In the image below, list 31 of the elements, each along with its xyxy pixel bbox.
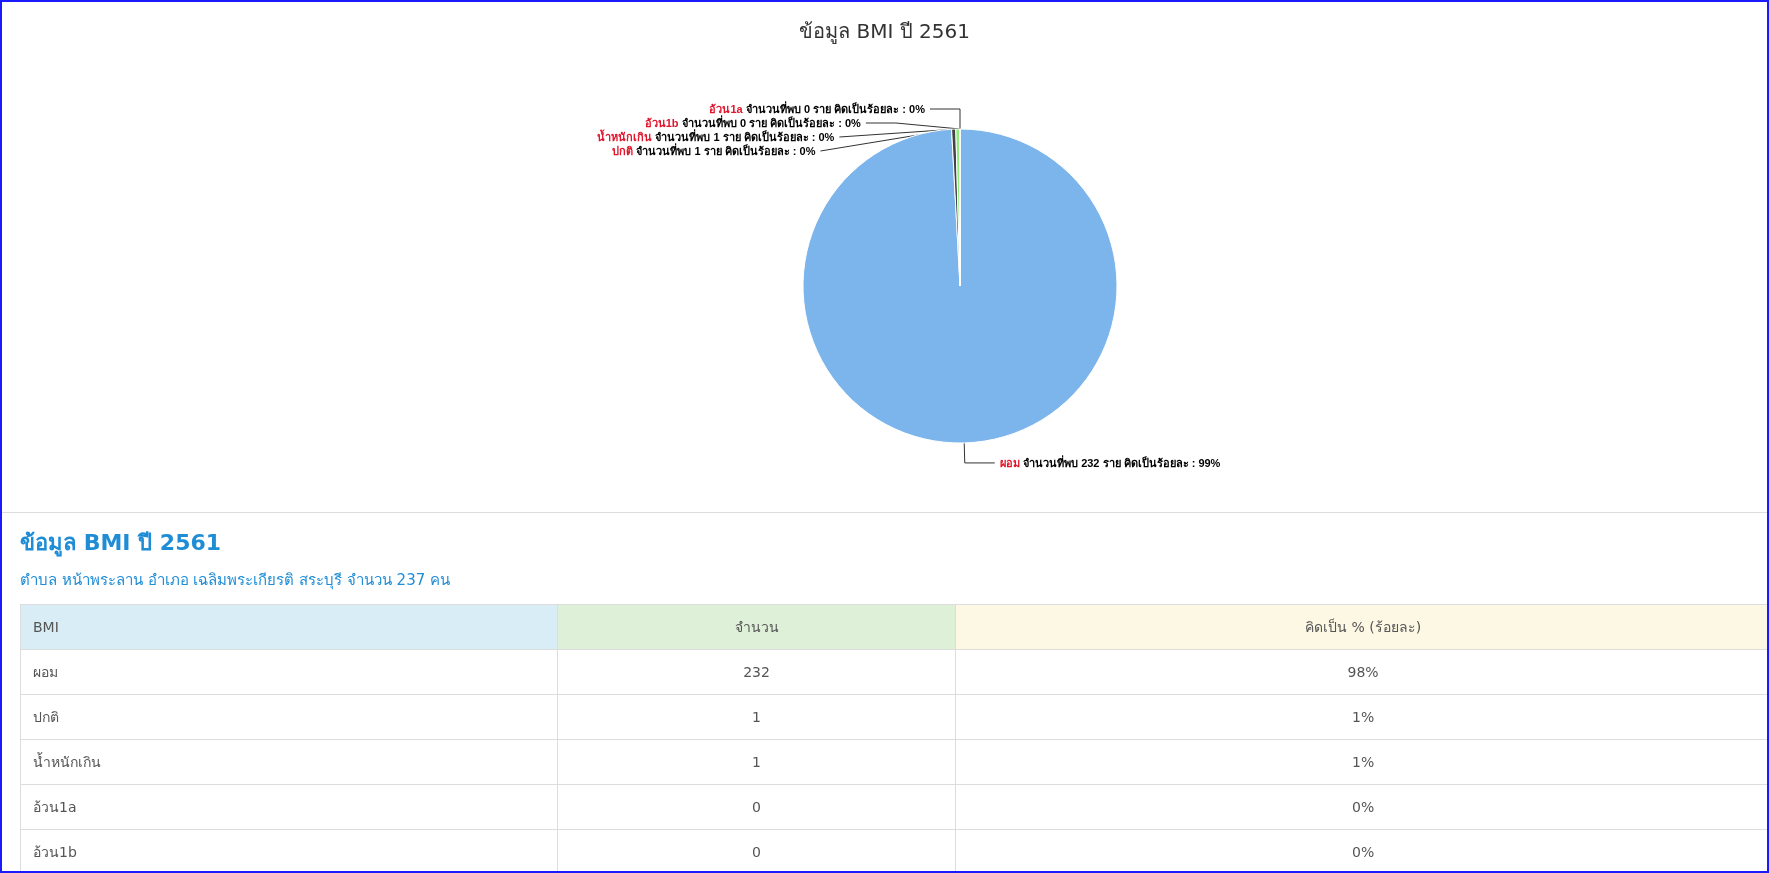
text: จำนวนที่พบ 0 ราย คิดเป็นร้อยละ : 0% xyxy=(746,103,925,115)
text: จำนวน xyxy=(557,604,956,650)
slice-label: ผอม xyxy=(999,456,1020,469)
slice-label: ปกติ xyxy=(612,145,634,157)
category-label: อ้วน1b xyxy=(644,117,679,129)
text: 0% xyxy=(955,829,1769,873)
text: 0% xyxy=(955,784,1769,830)
text: อ้วน1b xyxy=(20,829,558,873)
text: 1 xyxy=(557,739,956,785)
text: 98% xyxy=(955,649,1769,695)
data-label: จำนวนที่พบ 232 ราย คิดเป็นร้อยละ : 99% xyxy=(1023,454,1221,469)
text: 1% xyxy=(955,739,1769,785)
chart-title: ข้อมูล BMI ปี 2561 xyxy=(799,19,970,44)
text: อ้วน1a xyxy=(20,784,558,830)
text: 1 xyxy=(557,694,956,740)
text: น้ำหนักเกิน xyxy=(20,739,558,785)
data-label: จำนวนที่พบ 1 ราย คิดเป็นร้อยละ : 0% xyxy=(655,129,835,143)
text: ข้อมูล BMI ปี 2561 xyxy=(20,529,223,559)
text: 0 xyxy=(557,829,956,873)
text: ปกติ xyxy=(20,694,558,740)
text: 1% xyxy=(955,694,1769,740)
text: จำนวนที่พบ 0 ราย คิดเป็นร้อยละ : 0% xyxy=(681,117,861,129)
text: BMI xyxy=(20,604,558,650)
text: 232 xyxy=(557,649,956,695)
slice-label: น้ำหนักเกิน xyxy=(597,129,653,143)
text: ตำบล หน้าพระลาน อำเภอ เฉลิมพระเกียรติ สระบุรี จำนวน 237 คน xyxy=(20,570,451,592)
text: คิดเป็น % (ร้อยละ) xyxy=(955,604,1769,650)
data-label: จำนวนที่พบ 1 ราย คิดเป็นร้อยละ : 0% xyxy=(636,143,816,157)
text: ผอม xyxy=(20,649,558,695)
text: 0 xyxy=(557,784,956,830)
category-label: อ้วน1a xyxy=(709,103,743,115)
